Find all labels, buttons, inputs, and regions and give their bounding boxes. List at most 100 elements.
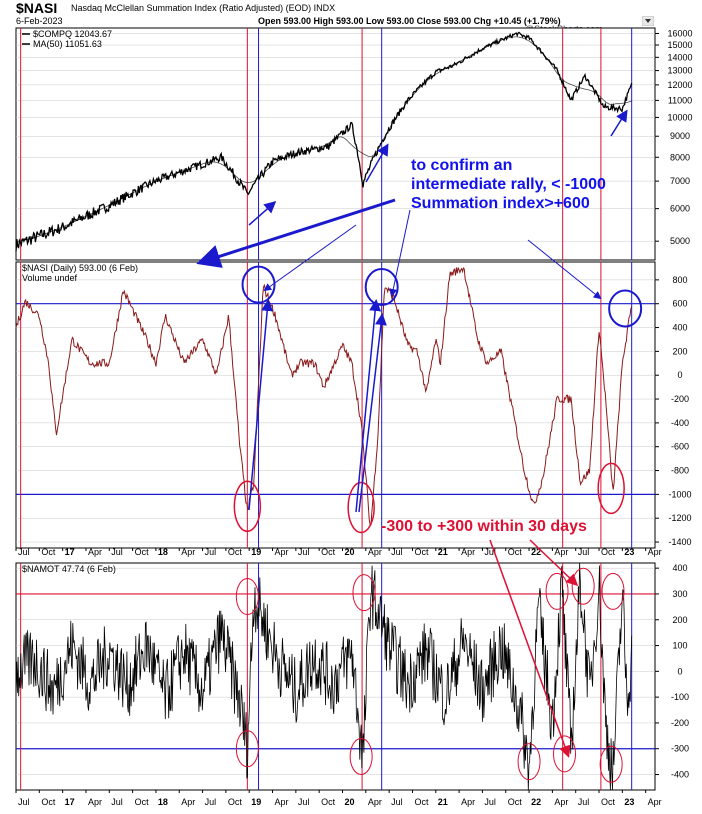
x-tick-label: Apr — [554, 797, 568, 807]
x-tick-label: 23 — [624, 547, 634, 557]
y-tick-label: -1200 — [668, 513, 691, 523]
x-tick-label: Oct — [321, 797, 336, 807]
x-tick-label: 22 — [531, 547, 541, 557]
blue-arrow-rally — [358, 313, 387, 513]
x-tick-label: 21 — [438, 547, 448, 557]
x-tick-label: Oct — [135, 547, 150, 557]
x-tick-label: Oct — [508, 797, 523, 807]
nasi-series-line — [15, 267, 633, 526]
x-tick-label: Apr — [648, 547, 662, 557]
y-tick-label: -200 — [671, 394, 689, 404]
y-tick-label: 10000 — [667, 112, 692, 122]
y-tick-label: 100 — [672, 641, 687, 651]
chart-symbol: $NASI — [16, 0, 58, 16]
red-circle-highlight — [349, 737, 373, 775]
blue-arrow-callout — [263, 224, 357, 292]
x-tick-label: Jul — [484, 547, 496, 557]
x-tick-label: Jul — [18, 797, 30, 807]
blue-annotation: to confirm an intermediate rally, < -100… — [411, 157, 606, 212]
x-tick-label: Jul — [578, 547, 590, 557]
red-circle-highlight — [553, 735, 577, 773]
y-tick-label: 800 — [672, 275, 687, 285]
y-tick-label: -800 — [671, 466, 689, 476]
blue-arrow-callout — [389, 209, 411, 297]
red-circle-highlight — [597, 462, 625, 515]
y-tick-label: 400 — [672, 323, 687, 333]
x-tick-label: Apr — [554, 547, 568, 557]
x-tick-label: Oct — [414, 797, 429, 807]
x-tick-label: 18 — [158, 547, 168, 557]
y-tick-label: 7000 — [670, 176, 690, 186]
y-tick-label: -600 — [671, 442, 689, 452]
x-tick-label: Apr — [648, 797, 662, 807]
x-tick-label: 19 — [251, 547, 261, 557]
x-tick-label: Oct — [41, 547, 56, 557]
x-tick-label: Jul — [111, 797, 123, 807]
red-arrow — [529, 539, 579, 587]
red-circle-highlight — [233, 480, 262, 533]
x-tick-label: Oct — [135, 797, 150, 807]
y-tick-label: 14000 — [667, 52, 692, 62]
x-tick-label: Jul — [298, 797, 310, 807]
y-tick-label: 200 — [672, 615, 687, 625]
legend-entry: MA(50) 11051.63 — [33, 39, 102, 49]
x-tick-label: Apr — [461, 547, 475, 557]
x-tick-label: Oct — [601, 547, 616, 557]
y-tick-label: 16000 — [667, 28, 692, 38]
chart-title: Nasdaq McClellan Summation Index (Ratio … — [71, 3, 336, 13]
ohlc-readout: Open 593.00 High 593.00 Low 593.00 Close… — [258, 16, 561, 26]
x-tick-label: 18 — [158, 797, 168, 807]
y-tick-label: 0 — [677, 666, 682, 676]
x-tick-label: Jul — [111, 547, 123, 557]
blue-arrow-price — [248, 201, 277, 226]
red-circle-highlight — [235, 578, 259, 616]
blue-arrow-rally — [248, 299, 274, 511]
x-tick-label: Jul — [18, 547, 30, 557]
x-tick-label: Apr — [275, 547, 289, 557]
y-tick-label: 8000 — [670, 152, 690, 162]
x-tick-label: Apr — [181, 547, 195, 557]
panel-frame-0 — [15, 27, 656, 261]
y-tick-label: 9000 — [670, 131, 690, 141]
blue-arrow-price — [365, 143, 389, 183]
ma50-series-line — [15, 36, 632, 243]
x-tick-label: 17 — [65, 547, 75, 557]
blue-arrow-main — [196, 198, 396, 268]
y-tick-label: 11000 — [668, 95, 692, 105]
blue-circle-highlight — [241, 265, 276, 304]
x-tick-label: 20 — [344, 547, 354, 557]
y-tick-label: -100 — [671, 692, 689, 702]
legend-entry: $NASI (Daily) 593.00 (6 Feb) — [22, 263, 138, 273]
panel-frame-1 — [15, 261, 656, 549]
x-tick-label: Oct — [414, 547, 429, 557]
y-tick-label: -400 — [671, 418, 689, 428]
dropdown-triangle-icon[interactable] — [642, 16, 654, 26]
legend-entry: $NAMOT 47.74 (6 Feb) — [22, 564, 116, 574]
x-tick-label: Oct — [321, 547, 336, 557]
x-tick-label: 17 — [65, 797, 75, 807]
x-tick-label: Jul — [205, 547, 217, 557]
legend-entry: $COMPQ 12043.67 — [33, 29, 112, 39]
red-circle-highlight — [352, 574, 376, 612]
x-tick-label: Jul — [578, 797, 590, 807]
namot-series-line — [15, 562, 633, 791]
x-tick-label: Oct — [601, 797, 616, 807]
y-tick-label: 0 — [677, 370, 682, 380]
red-circle-highlight — [571, 567, 595, 605]
x-tick-label: Jul — [484, 797, 496, 807]
y-tick-label: 13000 — [667, 66, 692, 76]
x-tick-label: 20 — [344, 797, 354, 807]
x-tick-label: 22 — [531, 797, 541, 807]
blue-arrow-callout — [527, 239, 602, 300]
y-tick-label: -1400 — [668, 537, 691, 547]
x-tick-label: Apr — [368, 797, 382, 807]
compq-series-line — [15, 31, 633, 252]
x-tick-label: Jul — [298, 547, 310, 557]
panel-frame-2 — [15, 562, 656, 791]
x-tick-label: Apr — [368, 547, 382, 557]
x-tick-label: 21 — [438, 797, 448, 807]
x-tick-label: Oct — [228, 547, 243, 557]
x-tick-label: Oct — [41, 797, 56, 807]
x-tick-label: Apr — [275, 797, 289, 807]
